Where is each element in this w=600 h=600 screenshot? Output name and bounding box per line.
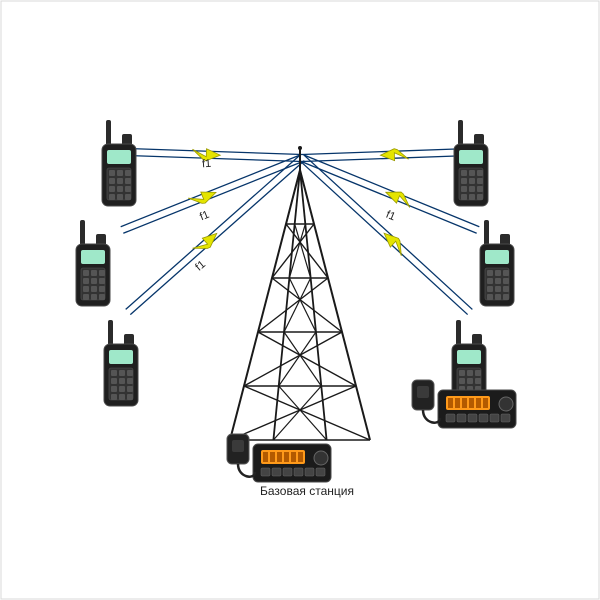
frequency-label: f1 (198, 209, 211, 224)
frequency-label: f1 (193, 258, 208, 273)
handheld-radio-icon (450, 120, 492, 215)
handheld-radio-icon (476, 220, 518, 315)
handheld-radio-icon (72, 220, 114, 315)
base-station-icon (410, 374, 520, 439)
base-station-caption: Базовая станция (260, 484, 354, 498)
diagram-canvas: f1 f1 f1 f1 Базовая станция (0, 0, 600, 600)
frequency-label: f1 (384, 209, 397, 224)
frequency-label: f1 (202, 158, 212, 171)
handheld-radio-icon (100, 320, 142, 415)
handheld-radio-icon (98, 120, 140, 215)
